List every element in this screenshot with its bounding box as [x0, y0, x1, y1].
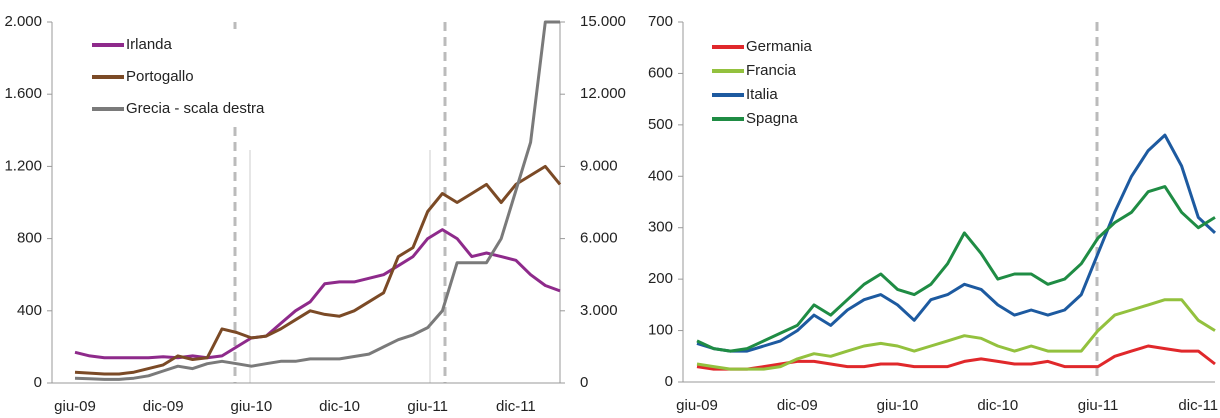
y-tick-label: 100: [648, 322, 673, 339]
x-tick-label: dic-11: [1178, 397, 1218, 414]
x-tick-label: dic-11: [496, 398, 536, 415]
y-tick-label: 0: [665, 373, 673, 390]
series-line: [74, 164, 562, 376]
series-line: [696, 344, 1216, 371]
y-tick-label: 200: [648, 270, 673, 287]
y-tick-label: 400: [17, 302, 42, 319]
legend-label: Germania: [746, 38, 813, 55]
legend-box: [86, 29, 346, 125]
x-tick-label: dic-10: [977, 397, 1018, 414]
x-tick-label: dic-09: [143, 398, 184, 415]
y-tick-label: 800: [17, 230, 42, 247]
legend-label: Grecia - scala destra: [126, 100, 265, 117]
x-tick-label: giu-09: [676, 397, 718, 414]
legend-label: Irlanda: [126, 36, 173, 53]
legend-box: [706, 35, 836, 131]
y-tick-label: 700: [648, 13, 673, 30]
x-tick-label: dic-09: [777, 397, 818, 414]
x-tick-label: giu-11: [1078, 397, 1119, 414]
y2-tick-label: 9.000: [580, 157, 618, 174]
y2-tick-label: 15.000: [580, 13, 626, 30]
y-tick-label: 0: [34, 374, 42, 391]
x-tick-label: giu-10: [231, 398, 273, 415]
legend-label: Portogallo: [126, 68, 194, 85]
series-line: [74, 228, 561, 360]
legend-label: Francia: [746, 62, 797, 79]
y-tick-label: 400: [648, 167, 673, 184]
x-tick-label: dic-10: [319, 398, 360, 415]
y2-tick-label: 3.000: [580, 302, 618, 319]
x-tick-label: giu-11: [407, 398, 448, 415]
y-tick-label: 2.000: [4, 13, 42, 30]
y-tick-label: 300: [648, 219, 673, 236]
series-line: [696, 185, 1216, 353]
y-tick-label: 1.600: [4, 85, 42, 102]
series-line: [74, 20, 560, 381]
legend-label: Italia: [746, 86, 778, 103]
series-line: [696, 298, 1216, 371]
series-line: [696, 133, 1217, 353]
y2-tick-label: 0: [580, 374, 588, 391]
legend-label: Spagna: [746, 110, 798, 127]
x-tick-label: giu-09: [54, 398, 96, 415]
y2-tick-label: 6.000: [580, 230, 618, 247]
y-tick-label: 500: [648, 116, 673, 133]
y2-tick-label: 12.000: [580, 85, 626, 102]
x-tick-label: giu-10: [877, 397, 919, 414]
y-tick-label: 1.200: [4, 157, 42, 174]
y-tick-label: 600: [648, 64, 673, 81]
